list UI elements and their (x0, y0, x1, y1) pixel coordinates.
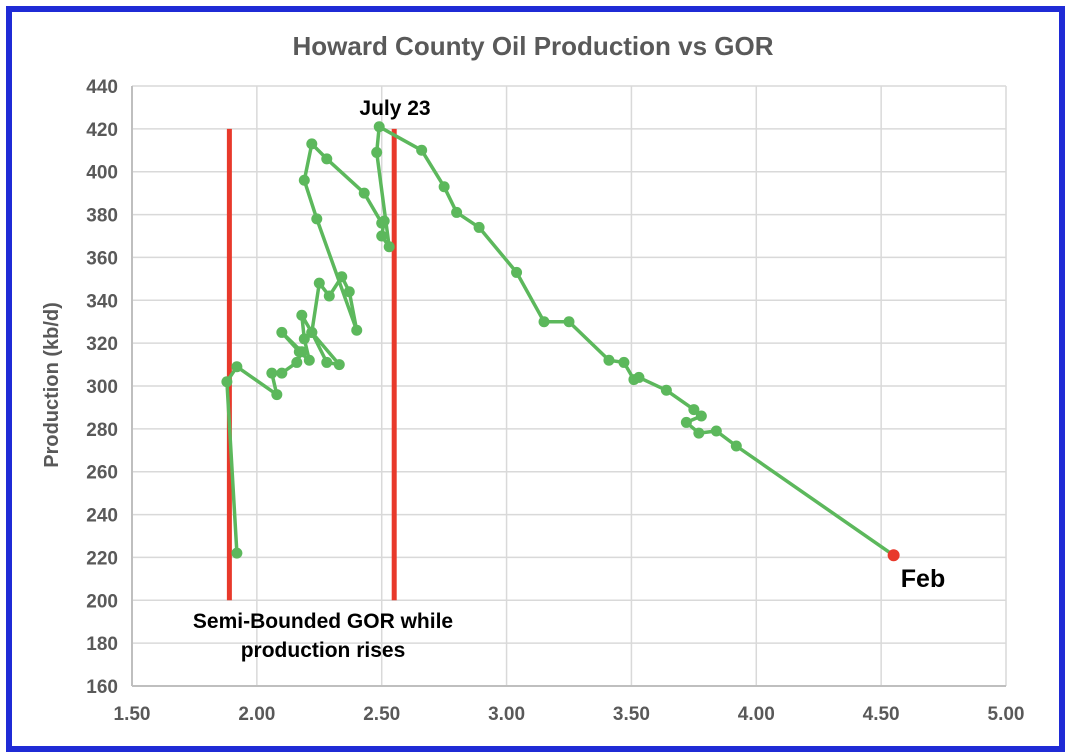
axes (131, 86, 1006, 687)
data-point (383, 241, 395, 253)
chart-title: Howard County Oil Production vs GOR (292, 31, 773, 61)
data-point (231, 361, 243, 373)
highlight-point (887, 549, 900, 562)
y-tick-label: 440 (86, 77, 118, 98)
y-tick-label: 160 (86, 677, 118, 698)
data-point (710, 425, 722, 437)
data-point (321, 153, 333, 165)
x-tick-labels: 1.50 2.00 2.50 3.00 3.50 4.00 4.50 5.00 (114, 704, 1025, 725)
y-tick-label: 280 (86, 420, 118, 441)
data-point (358, 187, 370, 199)
y-tick-label: 180 (86, 634, 118, 655)
data-point (376, 230, 388, 242)
data-point (730, 440, 742, 452)
chart-frame (6, 6, 1065, 752)
data-point (276, 326, 288, 338)
data-point (371, 146, 383, 158)
data-point (231, 547, 243, 559)
y-axis-label: Production (kb/d) (41, 302, 63, 468)
x-tick-label: 3.00 (488, 704, 525, 725)
reference-lines (226, 128, 397, 601)
annotation-latest: Feb (901, 565, 945, 593)
data-point (298, 174, 310, 186)
data-point (293, 346, 305, 358)
data-point (343, 286, 355, 298)
y-tick-label: 380 (86, 206, 118, 227)
x-tick-label: 3.50 (613, 704, 650, 725)
data-point (333, 359, 345, 371)
y-tick-label: 240 (86, 506, 118, 527)
data-point (306, 326, 318, 338)
y-tick-label: 200 (86, 591, 118, 612)
data-point (563, 316, 575, 328)
data-point (291, 356, 303, 368)
data-point (221, 376, 233, 388)
y-tick-label: 360 (86, 248, 118, 269)
data-point (336, 271, 348, 283)
data-point (323, 290, 335, 302)
data-point (695, 410, 707, 422)
data-point (680, 416, 692, 428)
x-tick-label: 2.00 (238, 704, 275, 725)
x-tick-label: 4.50 (863, 704, 900, 725)
data-point (451, 206, 463, 218)
y-tick-labels: 160 180 200 220 240 260 280 300 320 340 360 380 400 4… (86, 77, 118, 698)
annotation-band-line1: Semi-Bounded GOR while (193, 610, 453, 633)
data-point (416, 144, 428, 156)
data-point (693, 427, 705, 439)
data-point (603, 354, 615, 366)
x-tick-label: 5.00 (988, 704, 1025, 725)
y-tick-label: 420 (86, 120, 118, 141)
data-point (618, 356, 630, 368)
data-point (321, 356, 333, 368)
data-point (303, 354, 315, 366)
data-point (276, 367, 288, 379)
series-layer (221, 121, 900, 562)
y-tick-label: 400 (86, 163, 118, 184)
data-point (473, 221, 485, 233)
annotation-peak: July 23 (359, 97, 430, 120)
data-point (378, 215, 390, 227)
data-point (511, 266, 523, 278)
data-point (298, 333, 310, 345)
data-point (538, 316, 550, 328)
data-point (313, 277, 325, 289)
y-tick-label: 260 (86, 463, 118, 484)
data-point (296, 309, 308, 321)
x-tick-label: 1.50 (114, 704, 151, 725)
y-tick-label: 340 (86, 291, 118, 312)
series-line (225, 124, 895, 557)
x-tick-label: 4.00 (738, 704, 775, 725)
data-point (633, 371, 645, 383)
data-point (271, 389, 283, 401)
data-point (351, 324, 363, 336)
annotation-band-line2: production rises (241, 639, 406, 662)
gridlines (132, 85, 1007, 686)
data-point (438, 181, 450, 193)
data-point (373, 121, 385, 133)
data-point (311, 213, 323, 225)
y-tick-label: 320 (86, 334, 118, 355)
x-tick-label: 2.50 (363, 704, 400, 725)
data-point (306, 138, 318, 150)
data-point (660, 384, 672, 396)
data-point (688, 404, 700, 416)
y-tick-label: 300 (86, 377, 118, 398)
y-tick-label: 220 (86, 548, 118, 569)
data-point (266, 367, 278, 379)
